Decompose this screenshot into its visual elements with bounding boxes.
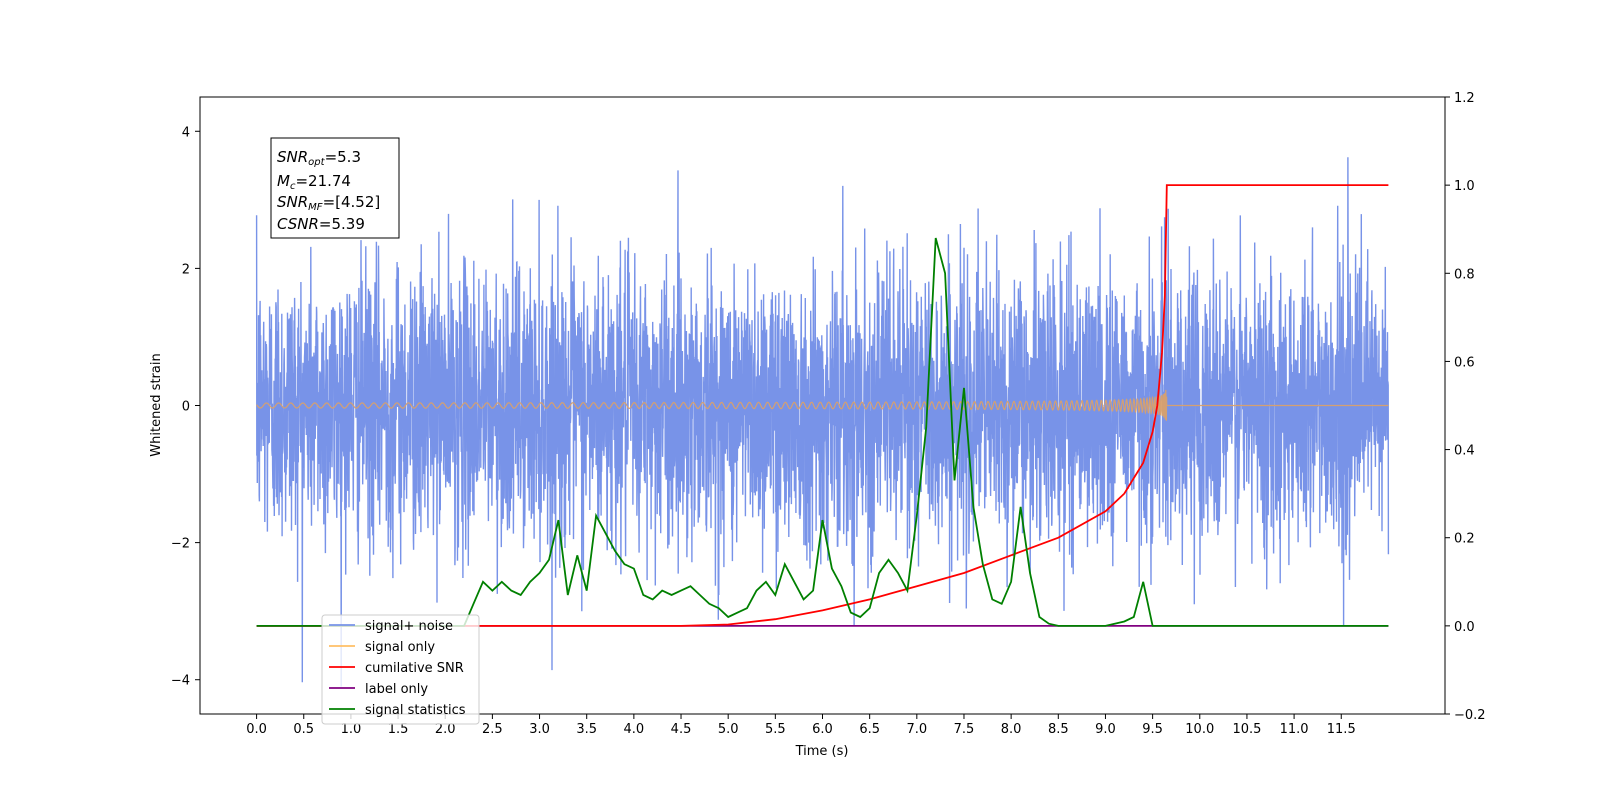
x-tick-label: 0.5 [293, 722, 314, 737]
stats-snr-mf: SNRMF=[4.52] [277, 193, 380, 213]
x-tick-label: 0.0 [246, 722, 267, 737]
x-tick-label: 3.0 [529, 722, 550, 737]
y-axis-left: 4 2 0 −2 −4 [171, 125, 200, 689]
svg-text:signal statistics: signal statistics [365, 703, 466, 718]
x-tick-label: 8.0 [1001, 722, 1022, 737]
svg-text:signal+ noise: signal+ noise [365, 619, 453, 634]
y-right-tick-label: −0.2 [1454, 708, 1486, 723]
y-right-tick-label: 1.0 [1454, 179, 1475, 194]
legend-item-signal-only: signal only [329, 640, 435, 655]
series-signal-noise [255, 157, 1390, 687]
legend-item-signal-noise: signal+ noise [329, 619, 453, 634]
y-right-tick-label: 1.2 [1454, 91, 1475, 106]
y-left-tick-label: 4 [182, 125, 190, 140]
stats-snr-opt: SNRopt=5.3 [277, 148, 361, 168]
x-tick-label: 6.5 [859, 722, 880, 737]
x-tick-label: 4.0 [624, 722, 645, 737]
svg-text:label only: label only [365, 682, 428, 697]
y-left-tick-label: −2 [171, 537, 190, 552]
series-cumulative-snr [256, 184, 1389, 627]
y-left-tick-label: −4 [171, 674, 190, 689]
y-left-tick-label: 0 [182, 400, 190, 415]
legend-item-label-only: label only [329, 682, 428, 697]
legend-item-cumulative-snr: cumilative SNR [329, 661, 464, 676]
stats-box: SNRopt=5.3 Mc=21.74 SNRMF=[4.52] CSNR=5.… [270, 137, 400, 239]
x-tick-label: 3.5 [576, 722, 597, 737]
y-right-tick-label: 0.6 [1454, 355, 1475, 370]
svg-text:cumilative SNR: cumilative SNR [365, 661, 464, 676]
stats-csnr: CSNR=5.39 [277, 215, 365, 233]
x-tick-label: 9.0 [1095, 722, 1116, 737]
x-tick-label: 9.5 [1142, 722, 1163, 737]
x-tick-label: 6.0 [812, 722, 833, 737]
x-tick-label: 2.5 [482, 722, 503, 737]
x-tick-label: 11.0 [1280, 722, 1309, 737]
x-tick-label: 1.5 [388, 722, 409, 737]
legend: signal+ noise signal only cumilative SNR… [321, 614, 480, 725]
svg-text:signal only: signal only [365, 640, 435, 655]
x-tick-label: 5.0 [718, 722, 739, 737]
x-tick-label: 5.5 [765, 722, 786, 737]
legend-item-signal-statistics: signal statistics [329, 703, 466, 718]
x-tick-label: 11.5 [1327, 722, 1356, 737]
y-right-tick-label: 0.4 [1454, 444, 1475, 459]
x-tick-label: 7.0 [906, 722, 927, 737]
y-right-tick-label: 0.2 [1454, 532, 1475, 547]
series-layer [255, 157, 1390, 687]
x-tick-label: 2.0 [435, 722, 456, 737]
x-tick-label: 7.5 [954, 722, 975, 737]
series-signal-statistics [256, 237, 1389, 627]
x-tick-label: 4.5 [671, 722, 692, 737]
y-right-tick-label: 0.0 [1454, 620, 1475, 635]
y-axis-right: 1.2 1.0 0.8 0.6 0.4 0.2 0.0 −0.2 [1445, 91, 1486, 723]
x-axis: 0.0 0.5 1.0 1.5 2.0 2.5 3.0 3.5 4.0 4.5 5.0 5.5 6.0 6… [246, 714, 1356, 737]
x-tick-label: 10.0 [1185, 722, 1214, 737]
x-tick-label: 1.0 [341, 722, 362, 737]
series-signal-only [256, 389, 1389, 421]
y-right-tick-label: 0.8 [1454, 267, 1475, 282]
stats-mc: Mc=21.74 [277, 172, 351, 192]
x-tick-label: 8.5 [1048, 722, 1069, 737]
y-left-tick-label: 2 [182, 262, 190, 277]
x-axis-label: Time (s) [795, 744, 849, 759]
x-tick-label: 10.5 [1232, 722, 1261, 737]
y-axis-label: Whitened strain [149, 353, 164, 456]
